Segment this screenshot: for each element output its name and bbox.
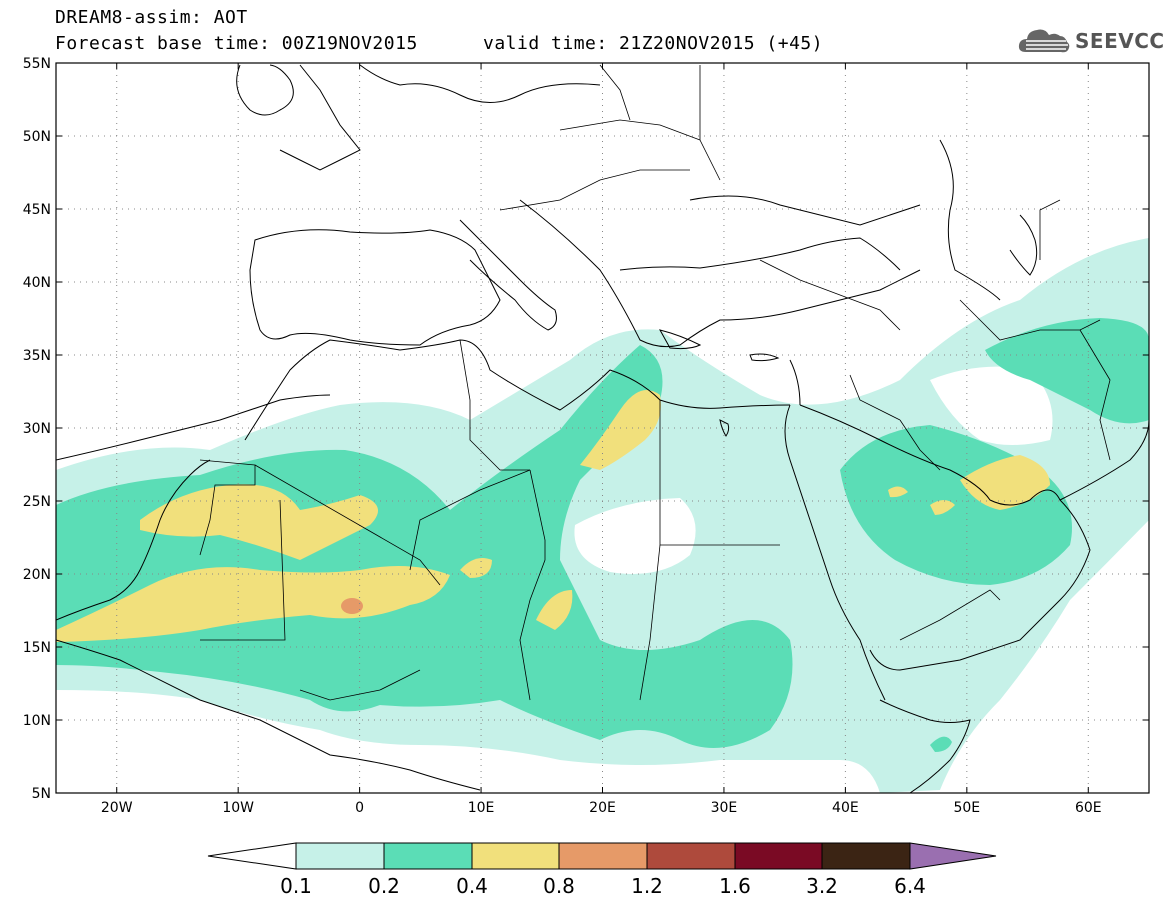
lon-label: 50E — [953, 800, 980, 816]
base-time: Forecast base time: 00Z19NOV2015 — [55, 33, 418, 54]
colorbar-label: 0.4 — [456, 874, 488, 898]
colorbar-bin-2 — [383, 842, 473, 870]
colorbar-below-arrow — [207, 842, 297, 870]
map-title: DREAM8-assim: AOT — [55, 7, 248, 28]
forecast-times: Forecast base time: 00Z19NOV2015 valid ti… — [55, 33, 823, 54]
lat-label: 10N — [23, 713, 51, 729]
logo-text: SEEVCCC — [1075, 29, 1165, 53]
lat-label: 45N — [23, 202, 51, 218]
lat-label: 40N — [23, 275, 51, 291]
lat-label: 55N — [23, 56, 51, 72]
colorbar-bin-5 — [646, 842, 736, 870]
colorbar-label: 6.4 — [894, 874, 926, 898]
graticule — [56, 63, 1149, 793]
seevccc-logo: SEEVCCC — [1016, 24, 1165, 58]
lon-label: 20W — [101, 800, 133, 816]
lat-label: 35N — [23, 348, 51, 364]
colorbar-bin-4 — [558, 842, 648, 870]
aot-field-0.4 — [56, 390, 1050, 642]
coastlines — [56, 64, 1149, 793]
latitude-labels: 55N 50N 45N 40N 35N 30N 25N 20N 15N 10N 5N — [23, 56, 51, 802]
aot-fields — [56, 63, 1149, 793]
colorbar-bin-3 — [471, 842, 560, 870]
colorbar-label: 0.1 — [280, 874, 312, 898]
colorbar-label: 0.8 — [543, 874, 575, 898]
colorbar-labels: 0.1 0.2 0.4 0.8 1.2 1.6 3.2 6.4 — [280, 874, 926, 898]
lat-label: 15N — [23, 640, 51, 656]
lat-label: 50N — [23, 129, 51, 145]
lat-label: 25N — [23, 494, 51, 510]
longitude-labels: 20W 10W 0 10E 20E 30E 40E 50E 60E — [101, 800, 1102, 816]
aot-colorbar — [207, 842, 997, 870]
lat-label: 30N — [23, 421, 51, 437]
lon-label: 60E — [1075, 800, 1102, 816]
aot-field-0.8 — [341, 598, 363, 614]
country-borders — [199, 64, 1111, 701]
colorbar-bin-1 — [295, 842, 385, 870]
lon-label: 0 — [355, 800, 364, 816]
lat-label: 5N — [32, 786, 51, 802]
colorbar-bin-6 — [734, 842, 823, 870]
valid-time: valid time: 21Z20NOV2015 (+45) — [483, 33, 824, 54]
lon-label: 20E — [589, 800, 616, 816]
lon-label: 10E — [468, 800, 495, 816]
lon-label: 10W — [222, 800, 254, 816]
colorbar-above-arrow — [909, 842, 997, 870]
low-aot-gaps — [420, 366, 1053, 574]
colorbar-label: 3.2 — [806, 874, 838, 898]
colorbar-bin-7 — [821, 842, 911, 870]
cloud-icon — [1018, 29, 1070, 53]
colorbar-label: 1.2 — [631, 874, 663, 898]
colorbar-label: 1.6 — [719, 874, 751, 898]
lon-label: 30E — [711, 800, 738, 816]
lon-label: 40E — [832, 800, 859, 816]
lat-label: 20N — [23, 567, 51, 583]
colorbar-label: 0.2 — [368, 874, 400, 898]
axis-ticks — [56, 62, 1149, 794]
